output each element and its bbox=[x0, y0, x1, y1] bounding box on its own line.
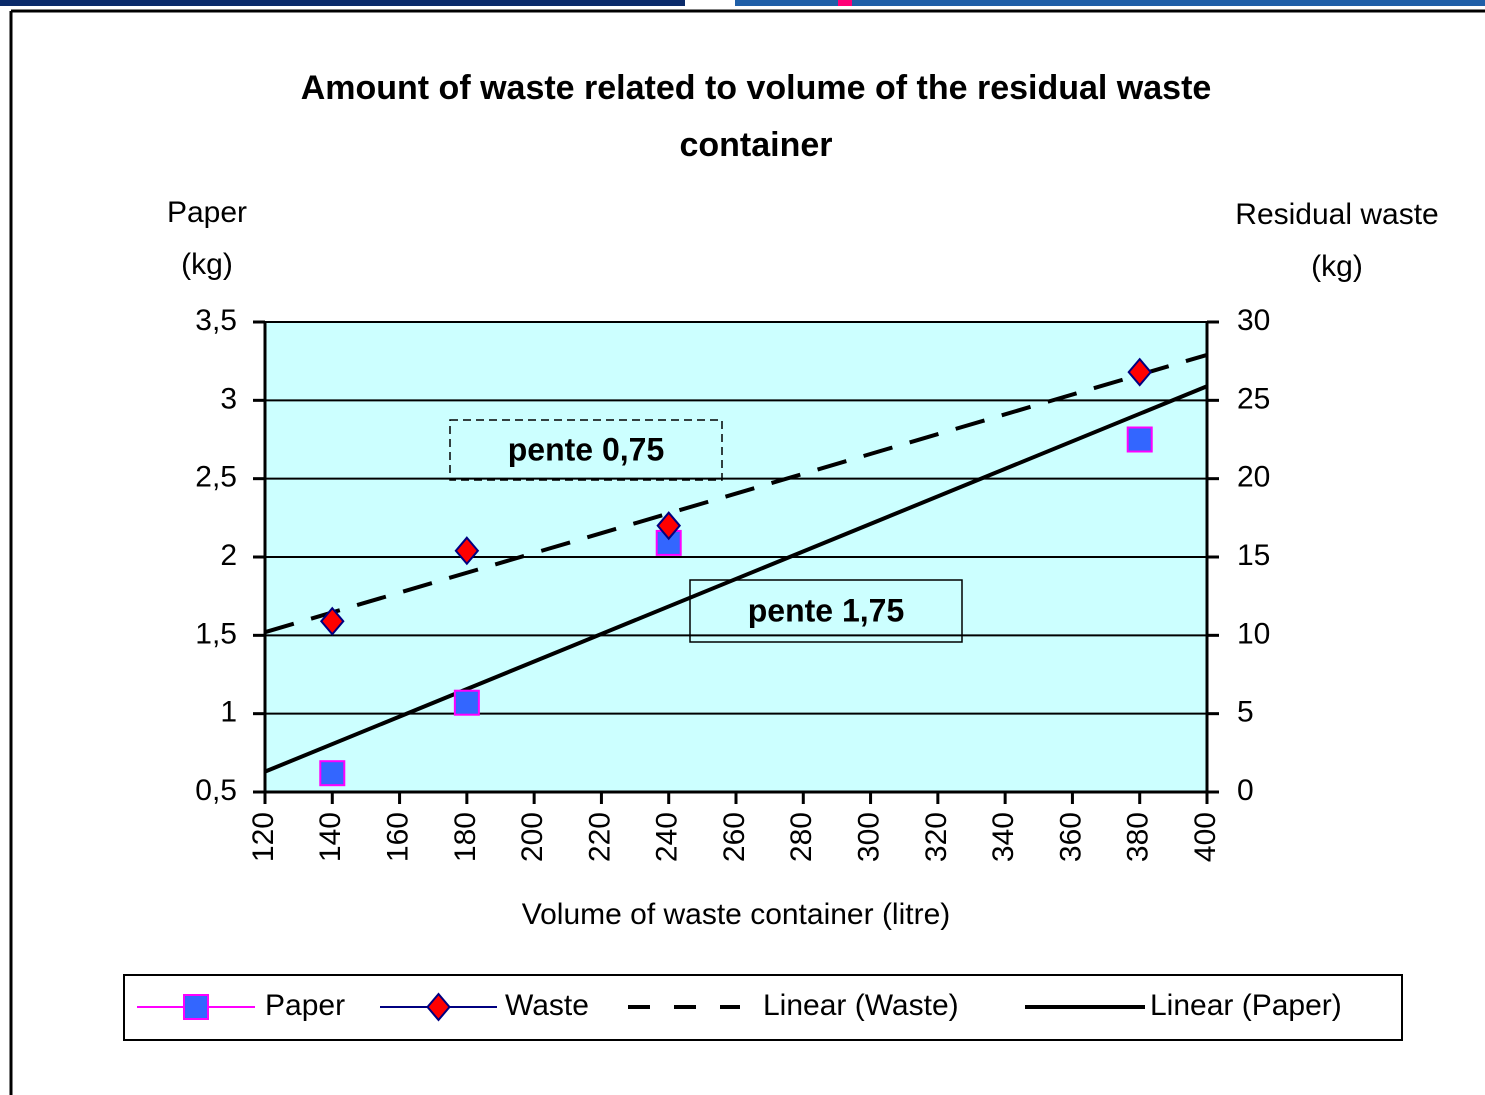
data-point bbox=[319, 760, 346, 787]
legend-label: Linear (Paper) bbox=[1150, 989, 1342, 1022]
legend-marker bbox=[183, 994, 209, 1020]
y-tick-label: 2 bbox=[220, 539, 237, 572]
y2-tick-label: 15 bbox=[1237, 539, 1270, 572]
y-tick-label: 1 bbox=[220, 696, 237, 729]
trend-line bbox=[264, 352, 1208, 635]
x-tick-label: 240 bbox=[651, 812, 684, 862]
x-tick-label: 200 bbox=[516, 812, 549, 862]
y2-tick-label: 25 bbox=[1237, 382, 1270, 415]
data-point bbox=[453, 689, 480, 716]
legend-label: Paper bbox=[265, 989, 345, 1022]
annotation: pente 0,75 bbox=[508, 431, 665, 467]
annotation-box bbox=[689, 579, 963, 643]
top-bar bbox=[0, 0, 685, 6]
x-tick-label: 300 bbox=[852, 812, 885, 862]
annotation-box bbox=[449, 419, 723, 481]
legend-marker bbox=[426, 992, 451, 1022]
trend-line bbox=[264, 384, 1208, 774]
top-bar-accent bbox=[838, 0, 852, 6]
x-tick-label: 220 bbox=[583, 812, 616, 862]
x-tick-label: 280 bbox=[785, 812, 818, 862]
y2-tick-label: 20 bbox=[1237, 461, 1270, 494]
x-axis-title: Volume of waste container (litre) bbox=[522, 898, 951, 931]
x-tick-label: 360 bbox=[1054, 812, 1087, 862]
data-point bbox=[1126, 426, 1153, 453]
annotation: pente 1,75 bbox=[748, 592, 905, 628]
x-tick-label: 320 bbox=[920, 812, 953, 862]
y-tick-label: 1,5 bbox=[195, 617, 237, 650]
y-tick-label: 3 bbox=[220, 382, 237, 415]
legend bbox=[123, 974, 1403, 1041]
y2-axis-title: (kg) bbox=[1311, 250, 1363, 283]
y2-axis-title: Residual waste bbox=[1235, 198, 1438, 231]
y2-tick-label: 0 bbox=[1237, 774, 1254, 807]
y-axis-title: Paper bbox=[167, 196, 247, 229]
x-tick-label: 260 bbox=[718, 812, 751, 862]
chart-title: Amount of waste related to volume of the… bbox=[301, 69, 1212, 107]
x-tick-label: 400 bbox=[1189, 812, 1222, 862]
legend-label: Waste bbox=[505, 989, 589, 1022]
y2-tick-label: 10 bbox=[1237, 617, 1270, 650]
y-tick-label: 0,5 bbox=[195, 774, 237, 807]
y-tick-label: 3,5 bbox=[195, 304, 237, 337]
x-tick-label: 120 bbox=[247, 812, 280, 862]
top-bar bbox=[735, 0, 1485, 6]
legend-label: Linear (Waste) bbox=[763, 989, 959, 1022]
x-tick-label: 340 bbox=[987, 812, 1020, 862]
data-point bbox=[656, 511, 682, 541]
x-tick-label: 380 bbox=[1122, 812, 1155, 862]
data-point bbox=[454, 536, 480, 566]
chart-title: container bbox=[679, 126, 832, 164]
data-point bbox=[1127, 357, 1153, 387]
y-tick-label: 2,5 bbox=[195, 461, 237, 494]
y2-tick-label: 5 bbox=[1237, 696, 1254, 729]
y-axis-title: (kg) bbox=[181, 248, 233, 281]
x-tick-label: 140 bbox=[314, 812, 347, 862]
y2-tick-label: 30 bbox=[1237, 304, 1270, 337]
x-tick-label: 180 bbox=[449, 812, 482, 862]
x-tick-label: 160 bbox=[381, 812, 414, 862]
data-point bbox=[319, 606, 345, 636]
